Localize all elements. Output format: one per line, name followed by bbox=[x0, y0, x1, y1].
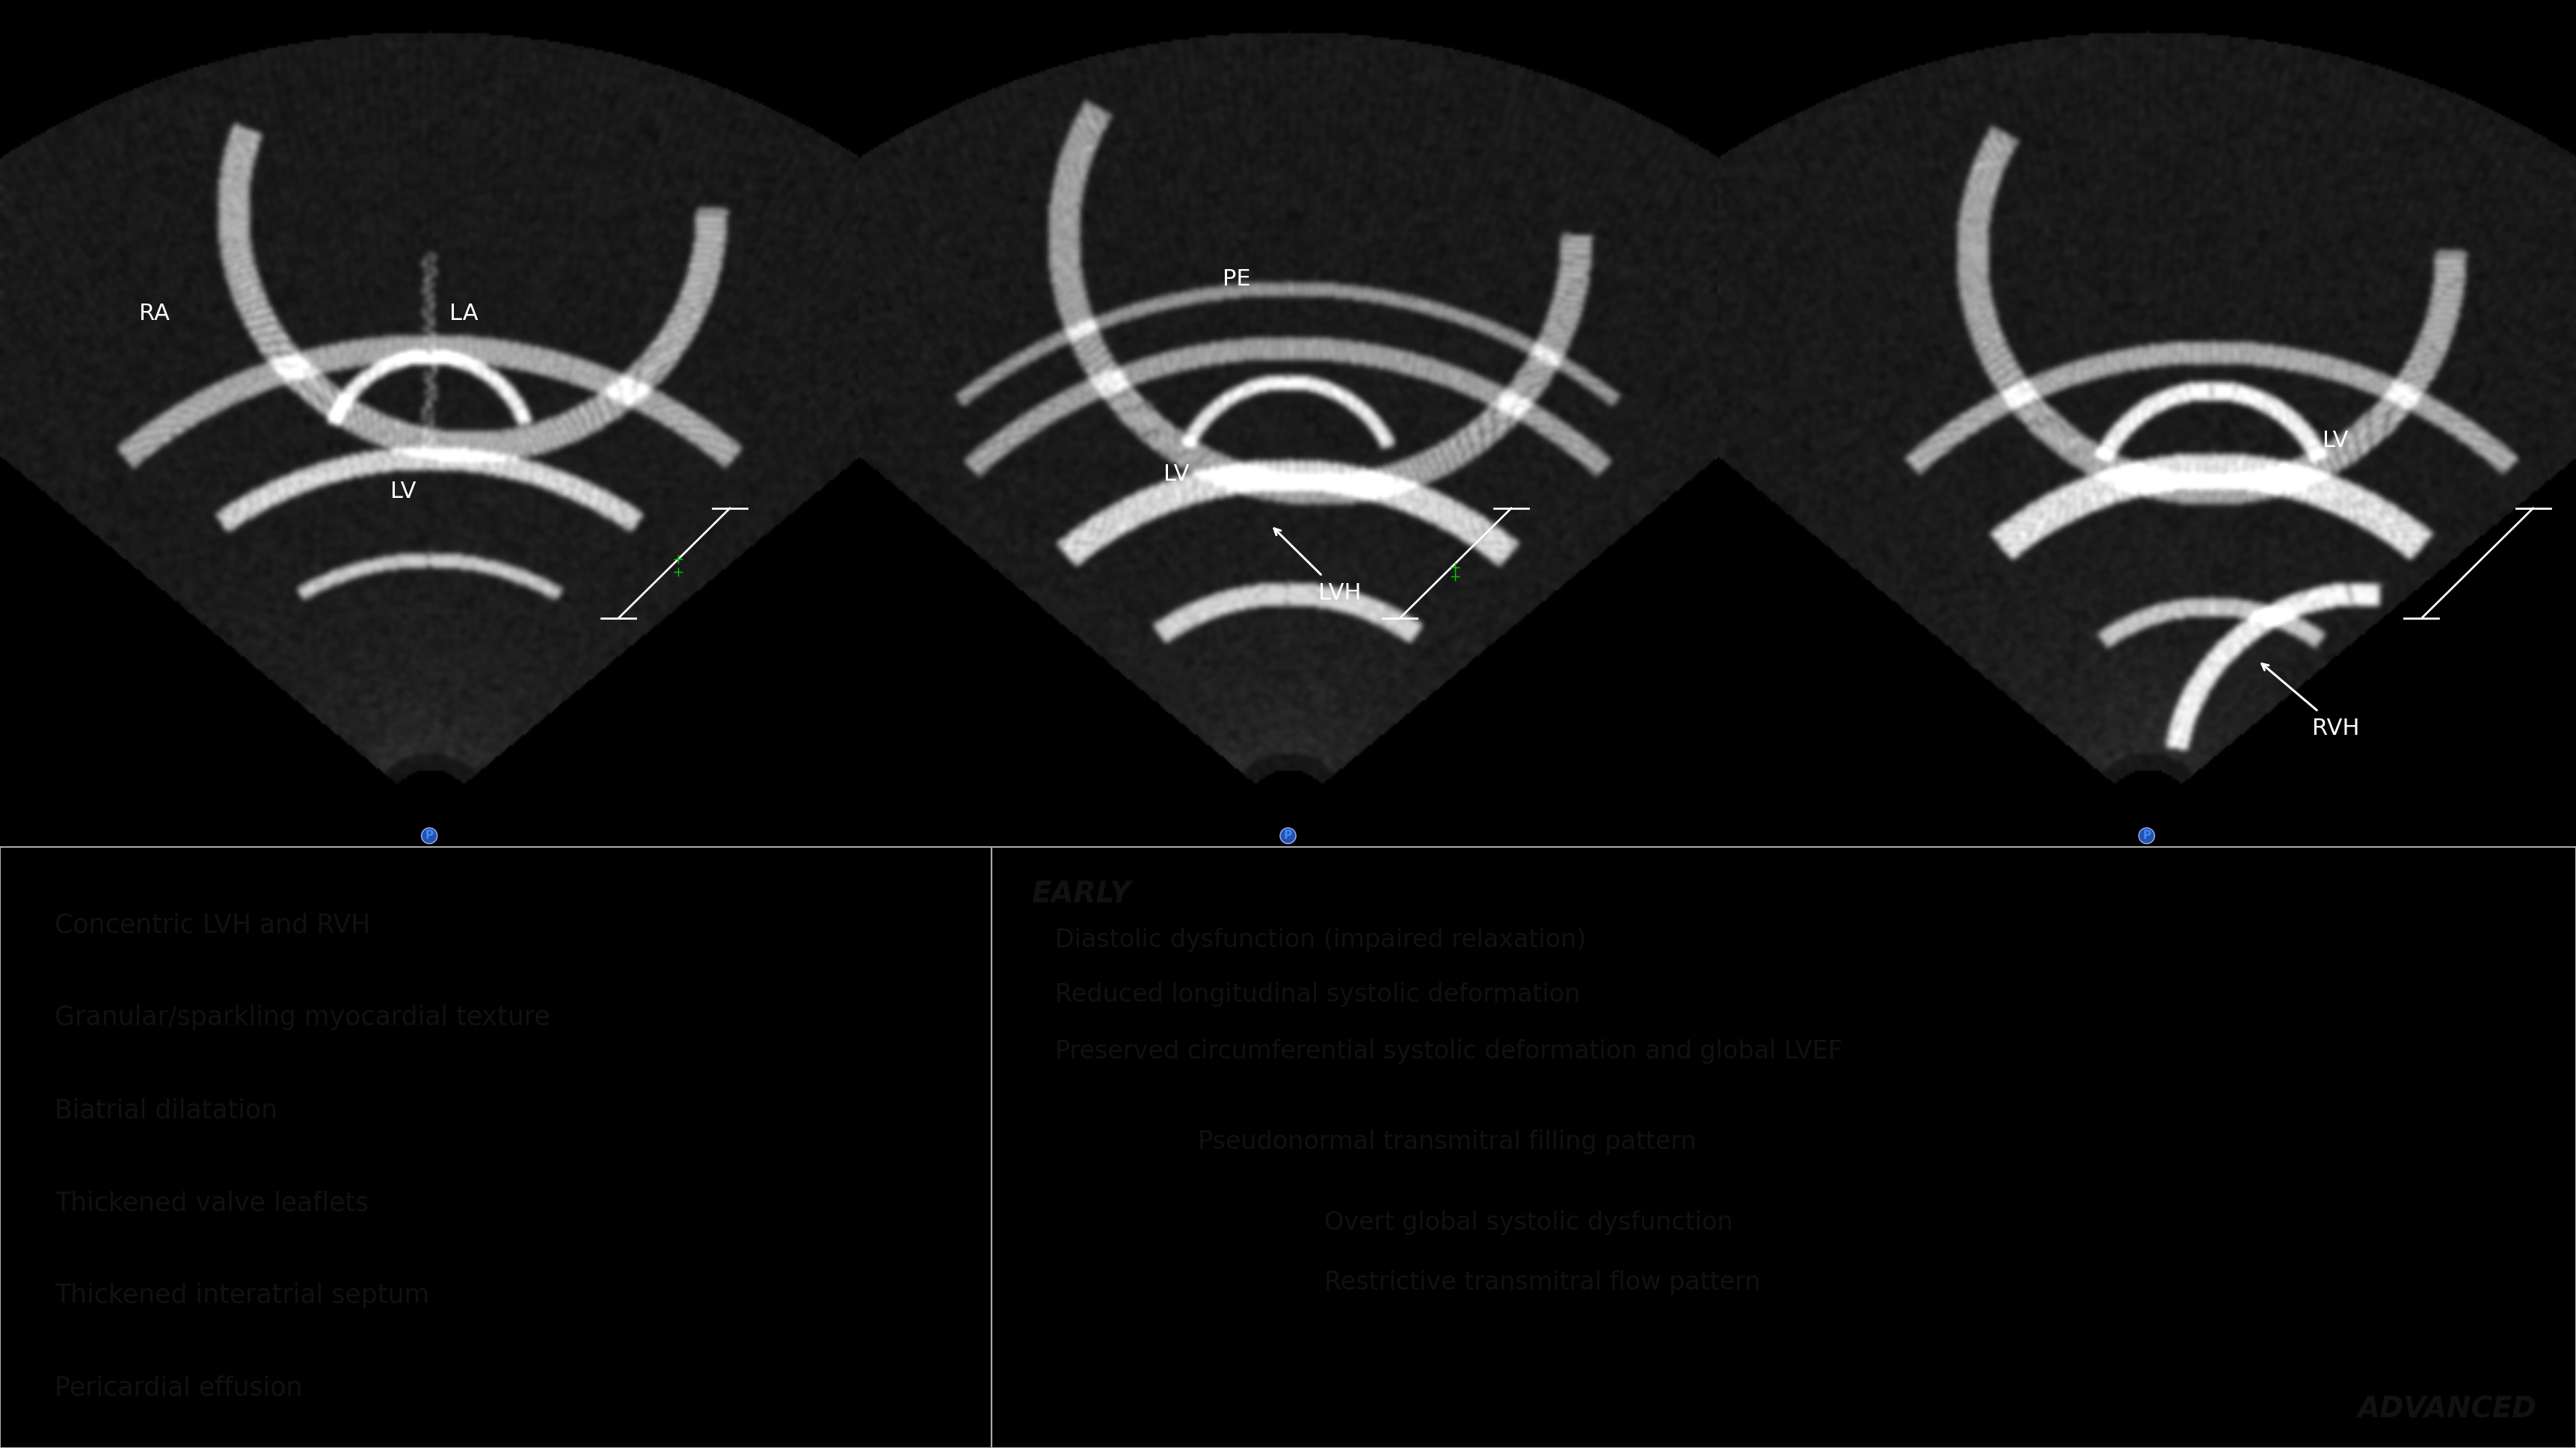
Text: Concentric LVH and RVH: Concentric LVH and RVH bbox=[54, 912, 371, 938]
Text: P: P bbox=[1283, 830, 1293, 841]
Text: LV: LV bbox=[1164, 463, 1190, 485]
Text: RVH: RVH bbox=[2311, 718, 2360, 740]
Text: PE: PE bbox=[1224, 269, 1249, 291]
Text: Reduced longitudinal systolic deformation: Reduced longitudinal systolic deformatio… bbox=[1056, 982, 1579, 1006]
Text: P: P bbox=[425, 830, 433, 841]
Text: LA: LA bbox=[448, 303, 479, 324]
Text: P: P bbox=[2143, 830, 2151, 841]
Text: Thickened interatrial septum: Thickened interatrial septum bbox=[54, 1283, 430, 1308]
Text: Preserved circumferential systolic deformation and global LVEF: Preserved circumferential systolic defor… bbox=[1056, 1040, 1842, 1064]
Text: Restrictive transmitral flow pattern: Restrictive transmitral flow pattern bbox=[1324, 1270, 1759, 1295]
Text: LV: LV bbox=[392, 481, 417, 502]
Text: Granular/sparkling myocardial texture: Granular/sparkling myocardial texture bbox=[54, 1005, 551, 1031]
Text: Overt global systolic dysfunction: Overt global systolic dysfunction bbox=[1324, 1211, 1734, 1235]
Text: ADVANCED: ADVANCED bbox=[2357, 1396, 2537, 1423]
Text: LVH: LVH bbox=[1319, 582, 1360, 604]
Text: Thickened valve leaflets: Thickened valve leaflets bbox=[54, 1190, 368, 1215]
Text: Pseudonormal transmitral filling pattern: Pseudonormal transmitral filling pattern bbox=[1198, 1129, 1695, 1154]
Text: RA: RA bbox=[139, 303, 170, 324]
Text: Diastolic dysfunction (impaired relaxation): Diastolic dysfunction (impaired relaxati… bbox=[1056, 928, 1587, 953]
Text: Pericardial effusion: Pericardial effusion bbox=[54, 1376, 301, 1400]
Text: EARLY: EARLY bbox=[1030, 880, 1131, 908]
Text: LV: LV bbox=[2324, 430, 2349, 452]
Text: Biatrial dilatation: Biatrial dilatation bbox=[54, 1098, 278, 1124]
